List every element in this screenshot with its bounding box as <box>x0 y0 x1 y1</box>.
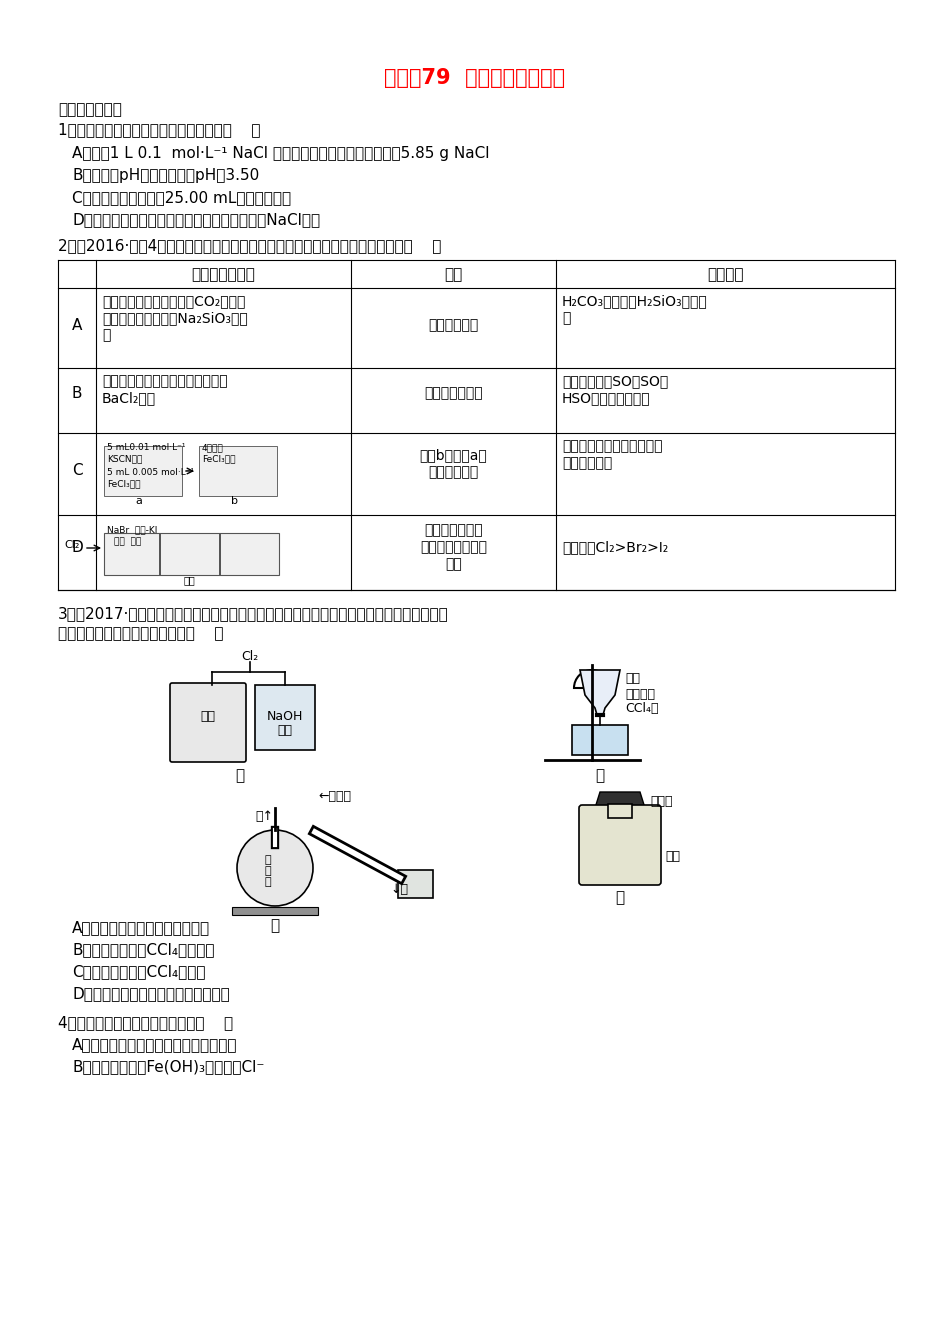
FancyBboxPatch shape <box>170 683 246 762</box>
Text: 丙: 丙 <box>271 918 279 933</box>
Text: B: B <box>72 386 83 401</box>
Text: 1．下列有关实验操作说法中，正确的是（    ）: 1．下列有关实验操作说法中，正确的是（ ） <box>58 122 260 137</box>
Text: 溶液  溶液: 溶液 溶液 <box>114 538 142 546</box>
Text: 试管b比试管a中: 试管b比试管a中 <box>420 448 487 462</box>
Text: 水↑: 水↑ <box>255 810 273 823</box>
FancyBboxPatch shape <box>199 446 277 496</box>
Text: NaOH: NaOH <box>267 710 303 723</box>
Text: ←温度计: ←温度计 <box>318 790 351 802</box>
FancyBboxPatch shape <box>104 446 182 496</box>
Text: B．用装置乙分离CCl₄层和水层: B．用装置乙分离CCl₄层和水层 <box>72 942 215 957</box>
Text: D: D <box>71 540 83 555</box>
Text: 出现白色沉淀: 出现白色沉淀 <box>428 319 479 332</box>
Text: 原溶液中含有SO、SO、: 原溶液中含有SO、SO、 <box>562 374 668 388</box>
Text: 溶液的红色深: 溶液的红色深 <box>428 465 479 478</box>
Text: 向某溶液先滴加硝酸酸化，再滴加: 向某溶液先滴加硝酸酸化，再滴加 <box>102 374 228 388</box>
Text: 中: 中 <box>102 328 110 341</box>
Text: ↓水: ↓水 <box>390 883 408 896</box>
Text: 实验结论: 实验结论 <box>707 267 744 282</box>
Text: 增大反应物浓度，平衡向正: 增大反应物浓度，平衡向正 <box>562 439 662 453</box>
Text: 一、单项选择题: 一、单项选择题 <box>58 102 122 117</box>
Polygon shape <box>580 671 620 715</box>
Text: FeCl₃溶液: FeCl₃溶液 <box>107 478 141 488</box>
Text: 用大理石和盐酸反应制取CO₂气体，: 用大理石和盐酸反应制取CO₂气体， <box>102 294 245 308</box>
Text: HSO中的一种或几种: HSO中的一种或几种 <box>562 391 651 405</box>
Bar <box>219 534 221 575</box>
Text: 现象: 现象 <box>445 267 463 282</box>
Text: A: A <box>72 319 83 333</box>
Text: FeCl₃溶液: FeCl₃溶液 <box>202 454 236 462</box>
Text: 5 mL0.01 mol·L⁻¹: 5 mL0.01 mol·L⁻¹ <box>107 444 185 452</box>
Text: A．用分液漏斗分离除去溴苯中混入的溴: A．用分液漏斗分离除去溴苯中混入的溴 <box>72 1038 238 1052</box>
Text: NaBr  淀粉-KI: NaBr 淀粉-KI <box>107 526 158 534</box>
Text: 2．（2016·金坛4月测试）根据下列实验或实验操作和现象，所得结论正确的是（    ）: 2．（2016·金坛4月测试）根据下列实验或实验操作和现象，所得结论正确的是（ … <box>58 238 442 253</box>
Text: C: C <box>71 462 83 478</box>
Bar <box>104 534 279 575</box>
Bar <box>398 870 433 898</box>
Text: 溶有溴的: 溶有溴的 <box>625 688 655 702</box>
Bar <box>255 685 315 750</box>
Text: 棉球: 棉球 <box>183 575 195 585</box>
Text: 左边棉球变为橙: 左边棉球变为橙 <box>425 523 483 538</box>
Text: Cl₂: Cl₂ <box>65 540 80 550</box>
Text: 立即通入一定浓度的Na₂SiO₃溶液: 立即通入一定浓度的Na₂SiO₃溶液 <box>102 310 248 325</box>
Text: 5 mL 0.005 mol·L⁻¹: 5 mL 0.005 mol·L⁻¹ <box>107 468 194 477</box>
Text: 4滴饱和: 4滴饱和 <box>202 444 224 452</box>
Text: 橡皮塞: 橡皮塞 <box>650 796 673 808</box>
Bar <box>232 907 318 915</box>
Text: 3．（2017·江苏金湖中学高三上学期第一次诊断）实验室从含溴化氢的废液中提取溴单质，: 3．（2017·江苏金湖中学高三上学期第一次诊断）实验室从含溴化氢的废液中提取溴… <box>58 606 448 621</box>
Bar <box>159 534 161 575</box>
Text: 液溴: 液溴 <box>665 849 680 863</box>
Text: 水层: 水层 <box>625 672 640 685</box>
Text: Cl₂: Cl₂ <box>241 650 258 663</box>
Text: 乙: 乙 <box>596 767 604 784</box>
Text: A．配制1 L 0.1  mol·L⁻¹ NaCl 溶液的实验中，用托盘天平称取5.85 g NaCl: A．配制1 L 0.1 mol·L⁻¹ NaCl 溶液的实验中，用托盘天平称取5… <box>72 146 489 161</box>
Circle shape <box>237 831 313 906</box>
Polygon shape <box>595 792 645 808</box>
Text: 微考点79  化学实验基本操作: 微考点79 化学实验基本操作 <box>385 69 565 87</box>
Text: D．用带橡皮塞的试剂瓶长期贮存液溴: D．用带橡皮塞的试剂瓶长期贮存液溴 <box>72 986 230 1001</box>
Text: 有白色沉淀生成: 有白色沉淀生成 <box>425 386 483 401</box>
FancyBboxPatch shape <box>579 805 661 884</box>
Text: H₂CO₃的酸性比H₂SiO₃的酸性: H₂CO₃的酸性比H₂SiO₃的酸性 <box>562 294 708 308</box>
Text: A．用装置甲氧化废液中的溴化氢: A．用装置甲氧化废液中的溴化氢 <box>72 921 210 935</box>
Bar <box>608 804 632 818</box>
Text: B．用广泛pH试纸测得橙汁pH为3.50: B．用广泛pH试纸测得橙汁pH为3.50 <box>72 168 259 183</box>
Text: 液: 液 <box>265 878 272 887</box>
Text: C．用装置丙分离CCl₄和液溴: C．用装置丙分离CCl₄和液溴 <box>72 964 205 978</box>
Text: 强: 强 <box>562 310 570 325</box>
Text: KSCN溶液: KSCN溶液 <box>107 454 142 462</box>
Text: 4．下列实验操作中，不正确的是（    ）: 4．下列实验操作中，不正确的是（ ） <box>58 1015 233 1030</box>
Text: 溶液: 溶液 <box>277 724 293 737</box>
Bar <box>572 724 628 755</box>
Text: B．用渗析法除去Fe(OH)₃胶体中的Cl⁻: B．用渗析法除去Fe(OH)₃胶体中的Cl⁻ <box>72 1059 264 1074</box>
Text: CCl₄层: CCl₄层 <box>625 702 658 715</box>
Text: 氧化性：Cl₂>Br₂>I₂: 氧化性：Cl₂>Br₂>I₂ <box>562 540 668 554</box>
Text: b: b <box>231 496 238 505</box>
Text: 苯: 苯 <box>265 855 272 866</box>
Text: 废液: 废液 <box>200 710 216 723</box>
Text: 取: 取 <box>265 866 272 876</box>
Text: 甲: 甲 <box>236 767 244 784</box>
Text: BaCl₂溶液: BaCl₂溶液 <box>102 391 156 405</box>
Text: D．可用过滤的方法除去淀粉溶液中混有的少量NaCl杂质: D．可用过滤的方法除去淀粉溶液中混有的少量NaCl杂质 <box>72 212 320 227</box>
Text: C．用酸式滴定管量取25.00 mL高锰酸钾溶液: C．用酸式滴定管量取25.00 mL高锰酸钾溶液 <box>72 190 291 206</box>
Text: 反应方向移动: 反应方向移动 <box>562 456 612 470</box>
Text: 下列说法中能达到实验目的的是（    ）: 下列说法中能达到实验目的的是（ ） <box>58 626 223 641</box>
Text: 丁: 丁 <box>616 890 624 905</box>
Text: 实验或实验操作: 实验或实验操作 <box>192 267 256 282</box>
Text: a: a <box>136 496 142 505</box>
Text: 色，右边棉球变为: 色，右边棉球变为 <box>420 540 487 554</box>
Text: 蓝色: 蓝色 <box>446 556 462 571</box>
